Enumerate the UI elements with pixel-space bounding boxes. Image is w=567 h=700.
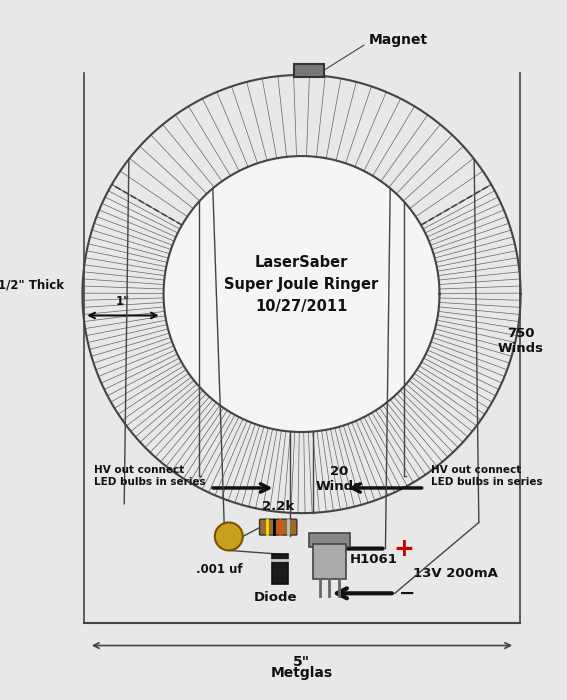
Text: HV out connect
LED bulbs in series: HV out connect LED bulbs in series: [94, 465, 205, 486]
Text: LaserSaber
Super Joule Ringer
10/27/2011: LaserSaber Super Joule Ringer 10/27/2011: [225, 255, 379, 314]
Text: 20
Winds: 20 Winds: [316, 465, 362, 493]
Circle shape: [164, 157, 439, 431]
Text: 5": 5": [293, 654, 310, 668]
Text: +: +: [393, 537, 414, 561]
Text: 1": 1": [116, 295, 130, 308]
Circle shape: [215, 522, 243, 550]
Text: HV out connect
LED bulbs in series: HV out connect LED bulbs in series: [431, 465, 543, 486]
Text: 1/2" Thick: 1/2" Thick: [0, 278, 64, 291]
FancyBboxPatch shape: [313, 544, 346, 580]
Text: Metglas: Metglas: [270, 666, 333, 680]
FancyBboxPatch shape: [294, 64, 324, 77]
FancyBboxPatch shape: [272, 554, 289, 584]
Text: H1061: H1061: [349, 553, 397, 566]
Text: Magnet: Magnet: [369, 32, 428, 46]
Text: 750
Winds: 750 Winds: [498, 327, 544, 355]
FancyBboxPatch shape: [260, 519, 297, 535]
FancyBboxPatch shape: [310, 533, 349, 547]
Text: .001 uf: .001 uf: [196, 563, 243, 575]
Text: −: −: [399, 584, 415, 603]
Text: 2.2k: 2.2k: [262, 500, 294, 512]
Text: Diode: Diode: [253, 592, 297, 604]
Text: 13V 200mA: 13V 200mA: [413, 567, 498, 580]
